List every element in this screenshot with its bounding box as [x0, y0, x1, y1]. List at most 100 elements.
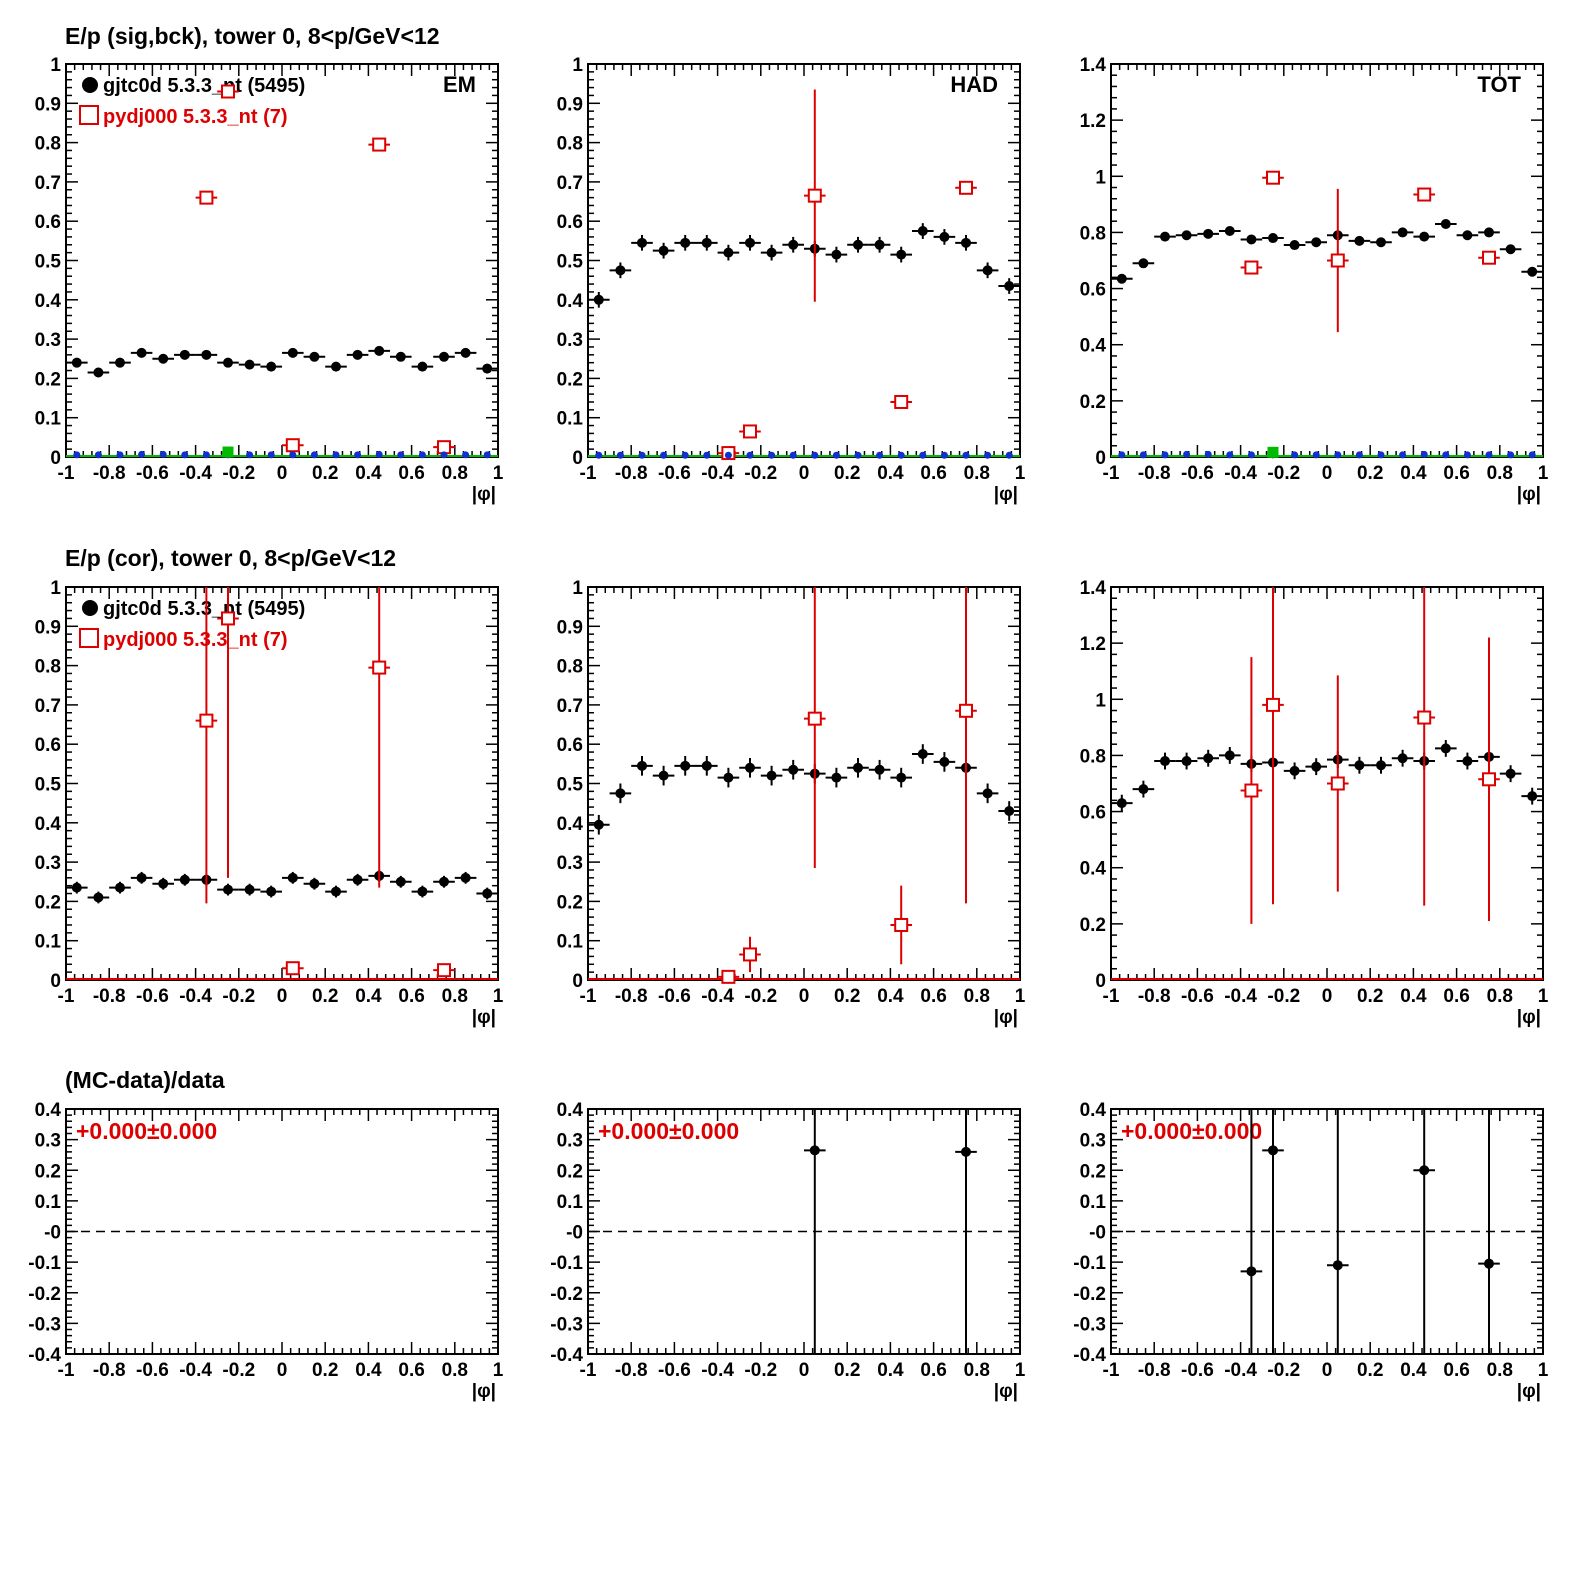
data-point: [680, 760, 691, 771]
data-point: [853, 239, 863, 250]
data-point: [896, 249, 907, 260]
y-tick-label: 0.3: [35, 1131, 61, 1152]
y-tick-label: 0.5: [35, 775, 62, 796]
y-tick-label: -0: [1089, 1223, 1106, 1244]
y-tick-label: 0.4: [35, 814, 62, 835]
data-point: [1354, 235, 1365, 246]
panel-label-EM: EM: [443, 72, 476, 97]
data-point: [1440, 743, 1451, 754]
x-tick-label: -0.8: [1138, 1360, 1171, 1381]
bkg-green-point: [1267, 446, 1279, 458]
bkg-point: [1161, 451, 1169, 459]
data-point: [1268, 233, 1278, 244]
data-point: [1181, 230, 1192, 241]
x-tick-label: 1: [493, 986, 504, 1007]
mc-point: [199, 713, 214, 728]
data-point: [1332, 1260, 1343, 1271]
data-point: [1462, 230, 1473, 241]
data-point: [136, 347, 147, 358]
data-point: [1440, 219, 1451, 230]
mc-point: [1244, 783, 1259, 798]
x-tick-label: 0.4: [877, 1360, 904, 1381]
mc-point: [1482, 772, 1496, 787]
x-tick-label: -0.6: [136, 1360, 169, 1381]
x-tick-label: 0: [799, 463, 810, 484]
y-tick-label: 0.2: [1080, 392, 1106, 413]
y-tick-label: 0.2: [35, 892, 61, 913]
data-point: [853, 762, 863, 773]
mc-point: [1417, 187, 1432, 202]
bkg-point: [116, 451, 124, 459]
data-point: [460, 872, 471, 883]
data-point: [1354, 760, 1365, 771]
y-tick-label: 0.9: [35, 617, 61, 638]
legend-data-label: gjtc0d 5.3.3_nt (5495): [103, 75, 305, 97]
x-tick-label: -0.8: [93, 986, 126, 1007]
data-point: [982, 788, 993, 799]
x-tick-label: 0.8: [964, 463, 990, 484]
data-point: [1505, 768, 1516, 779]
y-tick-label: 0.4: [1080, 859, 1107, 880]
data-point: [1311, 761, 1322, 772]
data-point: [939, 231, 950, 242]
mc-point: [285, 438, 300, 453]
bkg-point: [440, 451, 448, 459]
y-tick-label: 0.3: [557, 330, 583, 351]
bkg-point: [138, 450, 146, 458]
x-tick-label: 1: [1538, 986, 1549, 1007]
y-tick-label: 1.4: [1080, 55, 1107, 76]
x-tick-label: 1: [1015, 463, 1026, 484]
mc-point: [894, 394, 909, 409]
x-tick-label: -0.8: [93, 1360, 126, 1381]
bkg-point: [811, 451, 819, 459]
bkg-point: [832, 451, 840, 459]
data-point: [1268, 1145, 1278, 1156]
y-tick-label: 0.2: [557, 369, 583, 390]
y-tick-label: 1.2: [1080, 111, 1106, 132]
y-tick-label: -0.3: [1073, 1314, 1106, 1335]
panel-ratio-HAD: -1 -0.8 -0.6 -0.4 -0.2 0 0.2 0.4 0.6 0.8 1|φ|-0.4-…: [550, 1100, 1025, 1402]
x-tick-label: 0.4: [355, 1360, 382, 1381]
data-point: [1527, 266, 1538, 277]
x-tick-label: -1: [1103, 463, 1120, 484]
bkg-point: [267, 451, 275, 459]
data-point: [680, 237, 691, 248]
bkg-point: [1355, 451, 1363, 459]
data-point: [1004, 281, 1015, 292]
x-tick-label: 0.6: [398, 1360, 424, 1381]
x-tick-label: -0.2: [222, 986, 255, 1007]
y-tick-label: 0: [572, 448, 583, 469]
panel-ratio-EM: -1 -0.8 -0.6 -0.4 -0.2 0 0.2 0.4 0.6 0.8 1|φ|-0.4-…: [28, 1100, 503, 1402]
y-tick-label: 0: [50, 448, 61, 469]
y-tick-label: 1.2: [1080, 634, 1106, 655]
data-point: [93, 367, 104, 378]
bkg-point: [660, 451, 668, 459]
y-tick-label: -0.1: [550, 1253, 583, 1274]
x-tick-label: 0: [277, 463, 288, 484]
data-point: [982, 265, 993, 276]
y-tick-label: 0.1: [557, 1192, 584, 1213]
mc-point: [743, 424, 757, 439]
data-point: [460, 347, 471, 358]
x-tick-label: 0.4: [877, 463, 904, 484]
bkg-point: [1247, 451, 1255, 459]
bkg-point: [159, 450, 167, 458]
y-tick-label: 0.6: [35, 735, 61, 756]
data-point: [961, 1146, 971, 1157]
y-tick-label: 1: [572, 55, 583, 76]
data-point: [637, 237, 647, 248]
data-point: [1224, 226, 1235, 237]
x-tick-label: -0.2: [744, 986, 777, 1007]
bkg-point: [1442, 451, 1450, 459]
mc-point: [807, 188, 822, 203]
plot-frame: [587, 586, 1021, 981]
y-tick-label: 0.1: [35, 409, 62, 430]
y-tick-label: 0.1: [557, 932, 584, 953]
y-tick-label: 0.2: [35, 369, 61, 390]
bkg-point: [1485, 451, 1493, 459]
data-point: [1419, 231, 1430, 242]
bkg-point: [616, 451, 624, 459]
data-point: [266, 361, 277, 372]
x-tick-label: -0.4: [701, 986, 734, 1007]
x-tick-label: 0.8: [442, 463, 468, 484]
